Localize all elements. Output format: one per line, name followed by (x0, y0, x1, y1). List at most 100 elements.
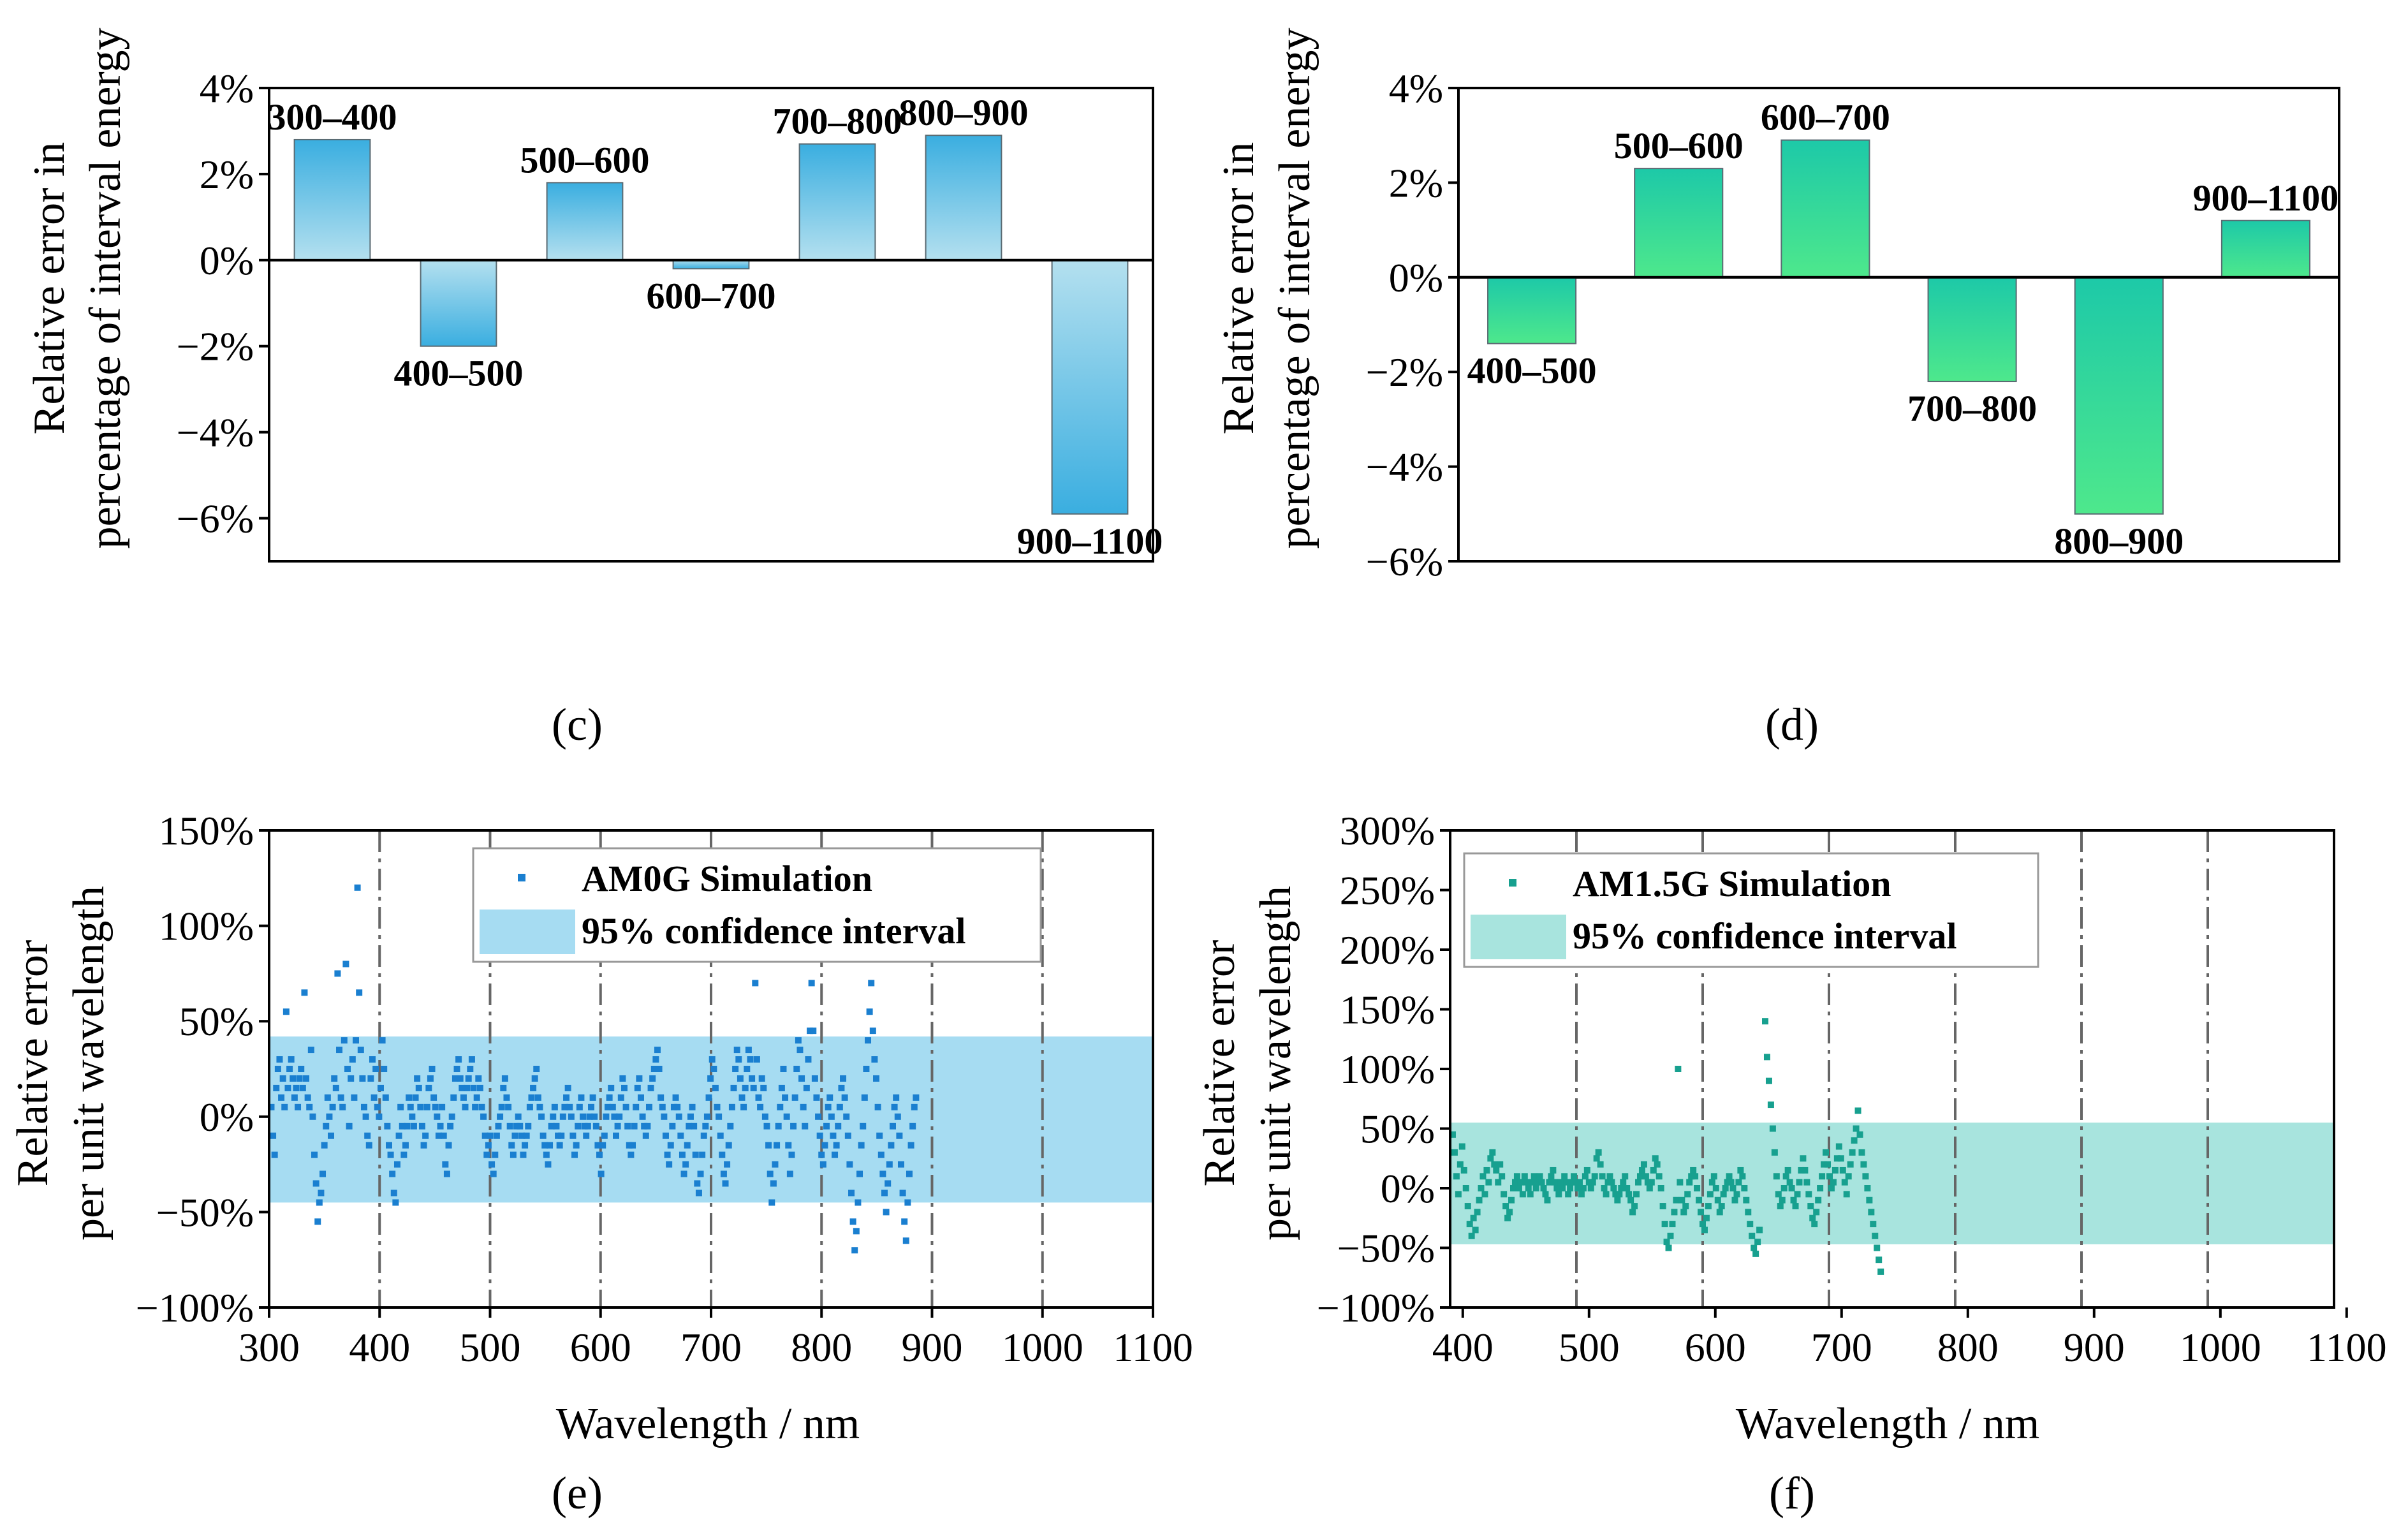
panel-e-data-point (805, 1056, 812, 1063)
panel-f-data-point (1553, 1185, 1560, 1191)
panel-f-data-point (1513, 1173, 1520, 1180)
panel-e-data-point (523, 1132, 530, 1139)
panel-f-data-point (1474, 1209, 1481, 1216)
panel-f-data-point (1845, 1173, 1852, 1180)
panel-e-data-point (702, 1123, 709, 1130)
panel-f-data-point (1665, 1244, 1672, 1251)
panel-e-data-point (666, 1161, 673, 1168)
panel-e-data-point (767, 1170, 774, 1177)
panel-f-data-point (1485, 1179, 1492, 1186)
panel-e-data-point (724, 1161, 731, 1168)
panel-e-data-point (372, 1066, 379, 1072)
panel-e-data-point (430, 1094, 437, 1101)
panel-e-data-point (334, 970, 341, 977)
panel-e-data-point (410, 1123, 417, 1130)
panel-e-legend-marker (518, 874, 525, 881)
panel-e-data-point (586, 1113, 593, 1120)
panel-e-data-point (548, 1123, 555, 1130)
panel-f-data-point (1589, 1179, 1596, 1186)
panel-e-data-point (848, 1190, 855, 1197)
panel-e-data-point (656, 1066, 663, 1072)
panel-f-ytick-label: −50% (1337, 1226, 1435, 1271)
panel-f-confidence-band (1450, 1123, 2334, 1244)
panel-e-data-point (735, 1056, 742, 1063)
panel-f-data-point (1552, 1179, 1559, 1186)
panel-e-data-point (826, 1094, 833, 1101)
panel-e-data-point (303, 1075, 310, 1082)
panel-e-data-point (841, 1094, 848, 1101)
panel-e-data-point (462, 1103, 469, 1110)
panel-e-data-point (603, 1113, 610, 1120)
panel-e-data-point (520, 1151, 527, 1158)
panel-d-ytick-label: −6% (1366, 539, 1443, 584)
panel-f-data-point (1773, 1173, 1780, 1180)
panel-e-data-point (437, 1123, 444, 1130)
panel-e-data-point (452, 1075, 459, 1082)
panel-e-data-point (360, 1103, 367, 1110)
panel-e-data-point (270, 1132, 277, 1139)
panel-f-data-point (1780, 1185, 1788, 1191)
panel-f-data-point (1483, 1167, 1490, 1174)
panel-d-ytick-label: −4% (1366, 445, 1443, 490)
panel-e-data-point (732, 1066, 739, 1072)
panel-f-data-point (1682, 1203, 1689, 1210)
panel-f-data-point (1743, 1197, 1750, 1204)
panel-f-data-point (1824, 1161, 1832, 1168)
panel-e-data-point (589, 1094, 596, 1101)
panel-e-data-point (497, 1113, 504, 1120)
panel-f-data-point (1794, 1191, 1801, 1198)
panel-d-ytick-label: 4% (1389, 66, 1443, 111)
panel-e-data-point (851, 1247, 858, 1254)
panel-e-data-point (636, 1075, 643, 1082)
panel-e-data-point (737, 1075, 744, 1082)
panel-f-data-point (1792, 1203, 1799, 1210)
panel-e-data-point (835, 1123, 842, 1130)
panel-e-data-point (828, 1113, 835, 1120)
panel-e-data-point (881, 1190, 888, 1197)
panel-e-data-point (518, 1132, 525, 1139)
panel-f-data-point (1811, 1221, 1818, 1228)
panel-f-data-point (1468, 1232, 1475, 1239)
panel-d-bar-label: 600–700 (1761, 97, 1890, 138)
panel-e-data-point (622, 1103, 629, 1110)
panel-f-data-point (1694, 1185, 1701, 1191)
panel-f-data-point (1462, 1185, 1469, 1191)
panel-e-data-point (819, 1161, 826, 1168)
panel-e-data-point (392, 1199, 399, 1206)
panel-c-ylabel-line1: Relative error in (25, 142, 74, 435)
panel-e-data-point (699, 1151, 706, 1158)
panel-e-data-point (490, 1170, 497, 1177)
panel-e-data-point (547, 1142, 554, 1149)
panel-f-data-point (1627, 1197, 1634, 1204)
panel-f-ytick-label: 300% (1340, 808, 1435, 853)
panel-f-data-point (1582, 1173, 1589, 1180)
panel-e-data-point (447, 1123, 454, 1130)
panel-f-data-point (1821, 1161, 1828, 1168)
panel-e-data-point (349, 1056, 356, 1063)
panel-e-data-point (468, 1056, 475, 1063)
panel-e-data-point (722, 1180, 729, 1187)
panel-e-data-point (861, 1094, 868, 1101)
panel-e-legend-series-label: AM0G Simulation (582, 858, 872, 899)
panel-f-data-point (1830, 1179, 1837, 1186)
panel-e-data-point (778, 1084, 785, 1091)
panel-e-data-point (501, 1075, 508, 1082)
panel-e-data-point (566, 1103, 573, 1110)
panel-f-data-point (1519, 1191, 1526, 1198)
panel-f-data-point (1856, 1131, 1863, 1138)
panel-e-data-point (633, 1103, 640, 1110)
panel-e-data-point (397, 1103, 404, 1110)
panel-f-xtick-label: 1100 (2307, 1325, 2387, 1370)
panel-e-data-point (893, 1094, 900, 1101)
panel-e-data-point (849, 1218, 856, 1225)
panel-f-data-point (1489, 1149, 1496, 1156)
panel-f-data-point (1626, 1191, 1633, 1198)
panel-e-data-point (541, 1142, 548, 1149)
panel-f-ytick-label: 200% (1340, 927, 1435, 973)
panel-e-data-point (485, 1142, 492, 1149)
panel-e-data-point (634, 1084, 641, 1091)
panel-f-data-point (1690, 1167, 1697, 1174)
panel-e-data-point (686, 1123, 693, 1130)
panel-e-data-point (659, 1103, 666, 1110)
panel-e-data-point (765, 1142, 772, 1149)
